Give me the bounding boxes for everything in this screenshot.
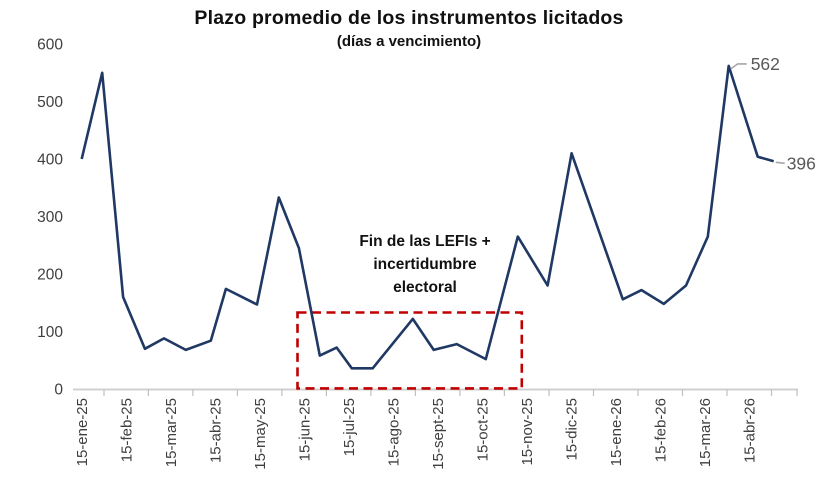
x-axis-label: 15-feb-25 [119, 398, 136, 462]
x-axis-label: 15-jul-25 [341, 398, 358, 456]
y-axis-label: 500 [37, 94, 63, 111]
x-axis-label: 15-nov-25 [519, 398, 536, 466]
x-axis-label: 15-abr-25 [208, 398, 225, 463]
x-axis-label: 15-ene-25 [74, 398, 91, 466]
annotation-line-2: incertidumbre [373, 256, 477, 273]
annotation-line-1: Fin de las LEFIs + [359, 233, 491, 250]
y-axis-label: 100 [37, 324, 63, 341]
y-axis-label: 600 [37, 37, 63, 54]
y-axis-label: 200 [37, 267, 63, 284]
data-label: 562 [751, 54, 780, 74]
x-axis-label: 15-ene-26 [608, 398, 625, 466]
x-axis-label: 15-jun-25 [297, 398, 314, 461]
y-axis-label: 0 [54, 382, 63, 399]
x-axis-label: 15-ago-25 [386, 398, 403, 466]
x-axis-label: 15-oct-25 [475, 398, 492, 461]
data-label: 396 [787, 153, 816, 173]
y-axis-label: 300 [37, 209, 63, 226]
chart-subtitle: (días a vencimiento) [336, 33, 482, 50]
chart-annotation: Fin de las LEFIs + incertidumbre elector… [338, 230, 512, 299]
highlight-box [296, 311, 524, 390]
y-axis-label: 400 [37, 152, 63, 169]
x-axis-label: 15-mar-25 [163, 398, 180, 467]
x-axis-label: 15-dic-25 [564, 398, 581, 461]
chart-title: Plazo promedio de los instrumentos licit… [194, 7, 624, 29]
x-axis-label: 15-mar-26 [697, 398, 714, 467]
x-axis-label: 15-may-25 [252, 398, 269, 470]
series-line [80, 64, 775, 370]
leader-line [730, 63, 747, 70]
annotation-line-3: electoral [393, 279, 457, 296]
x-axis-label: 15-abr-26 [742, 398, 759, 463]
x-axis-label: 15-sept-25 [430, 398, 447, 470]
x-axis-label: 15-feb-26 [653, 398, 670, 462]
leader-line [775, 161, 785, 165]
